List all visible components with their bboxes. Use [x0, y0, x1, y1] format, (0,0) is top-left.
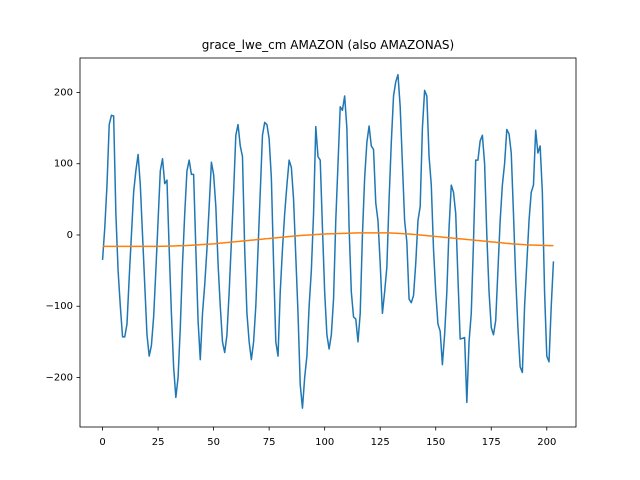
data-line: [102, 232, 554, 248]
x-tick-label: 25: [152, 437, 165, 448]
x-tick-label: 200: [537, 437, 556, 448]
y-tick-label: −200: [46, 372, 73, 383]
y-tick-label: 0: [67, 230, 73, 241]
x-tick-label: 50: [207, 437, 220, 448]
x-tick-label: 150: [426, 437, 445, 448]
x-tick-label: 0: [99, 437, 105, 448]
y-tick-label: 200: [54, 87, 73, 98]
y-tick-label: 100: [54, 159, 73, 170]
chart-title: grace_lwe_cm AMAZON (also AMAZONAS): [202, 38, 454, 52]
x-tick-label: 100: [315, 437, 334, 448]
x-tick-label: 75: [263, 437, 276, 448]
x-tick-label: 175: [482, 437, 501, 448]
data-line: [101, 73, 555, 409]
y-tick-label: −100: [46, 301, 73, 312]
plot-frame: [79, 57, 577, 428]
x-tick-label: 125: [371, 437, 390, 448]
